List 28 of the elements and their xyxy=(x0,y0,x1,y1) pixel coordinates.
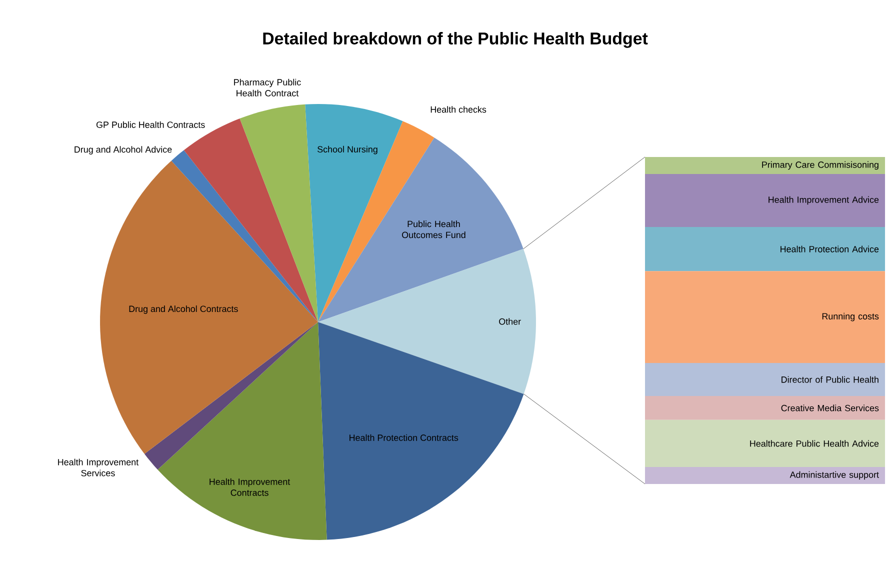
series-label: Health Protection Advice xyxy=(780,246,879,252)
bar xyxy=(645,362,886,396)
slice-label: School Nursing xyxy=(318,146,378,154)
series-label: Administartive support xyxy=(790,471,879,480)
chart-title: Detailed breakdown of the Public Health Budget xyxy=(263,32,648,48)
slice-label: Public Health Outcomes Fund xyxy=(402,220,466,238)
bar xyxy=(645,271,886,363)
slice-label: Health Protection Contracts xyxy=(350,434,458,441)
slice-label: Health Improvement Contracts xyxy=(210,478,290,496)
bar xyxy=(645,420,886,467)
slice-label: Drug and Alcohol Contracts xyxy=(129,305,238,314)
bar xyxy=(645,174,886,227)
slice-label: Other xyxy=(499,318,521,325)
bar xyxy=(645,226,886,272)
slice-label: Health checks xyxy=(430,106,486,113)
slice-label: Pharmacy Public Health Contract xyxy=(234,78,301,96)
series-label: Healthcare Public Health Advice xyxy=(750,440,879,447)
slice-label: Drug and Alcohol Advice xyxy=(74,146,172,154)
series-label: Director of Public Health xyxy=(782,376,878,383)
series-label: Primary Care Commisisoning xyxy=(762,161,878,170)
series-label: Running costs xyxy=(822,312,879,322)
series-label: Health Improvement Advice xyxy=(768,196,879,205)
slice-label: GP Public Health Contracts xyxy=(96,121,205,128)
bar xyxy=(645,396,886,420)
series-label: Creative Media Services xyxy=(781,404,879,412)
bar xyxy=(645,466,886,484)
bar xyxy=(645,156,886,174)
slice-label: Health Improvement Services xyxy=(58,458,139,476)
